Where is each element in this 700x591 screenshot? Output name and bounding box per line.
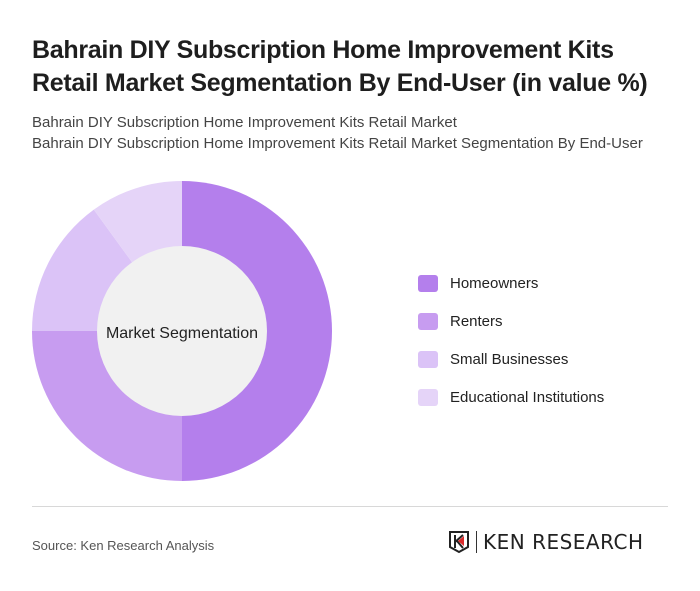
legend-item: Renters [418,302,604,340]
legend-label: Educational Institutions [450,388,605,406]
legend-item: Small Businesses [418,340,604,378]
donut-hole [97,246,267,416]
legend-swatch [418,388,438,406]
center-label: Market Segmentation [106,325,258,342]
donut-chart: Market Segmentation [32,181,332,481]
legend-item: Homeowners [418,264,604,302]
legend-label: Small Businesses [450,350,569,368]
legend-swatch [418,274,438,292]
legend-item: Educational Institutions [418,378,604,416]
ken-logo-icon [449,531,469,554]
chart-subtitle-2: Bahrain DIY Subscription Home Improvemen… [32,135,643,152]
divider [32,506,668,507]
legend-swatch [418,350,438,368]
logo-text: KEN RESEARCH [483,530,644,554]
chart-title: Bahrain DIY Subscription Home Improvemen… [32,36,648,97]
legend-swatch [418,312,438,330]
source-note: Source: Ken Research Analysis [32,538,215,553]
chart-subtitle-1: Bahrain DIY Subscription Home Improvemen… [32,114,457,131]
legend-label: Homeowners [450,274,539,292]
legend-label: Renters [450,312,503,330]
legend: Homeowners Renters Small Businesses Educati… [418,264,604,416]
ken-research-logo: KEN RESEARCH [448,530,644,554]
